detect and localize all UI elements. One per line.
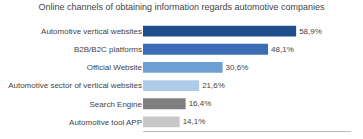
svg-text:Automotive tool APP: Automotive tool APP	[69, 118, 142, 127]
svg-text:Official Website: Official Website	[87, 63, 143, 72]
svg-text:58,9%: 58,9%	[299, 27, 322, 36]
svg-text:Automotive sector of vertical: Automotive sector of vertical websites	[8, 81, 142, 90]
svg-text:B2B/B2C platforms: B2B/B2C platforms	[74, 45, 142, 54]
svg-text:14,1%: 14,1%	[183, 117, 206, 126]
svg-text:16,4%: 16,4%	[189, 99, 212, 108]
svg-text:Online channels of obtaining i: Online channels of obtaining information…	[38, 2, 325, 12]
svg-text:Search Engine: Search Engine	[90, 100, 143, 109]
svg-text:30,6%: 30,6%	[226, 63, 249, 72]
svg-text:21,6%: 21,6%	[202, 81, 225, 90]
svg-text:48,1%: 48,1%	[271, 45, 294, 54]
svg-text:Automotive vertical websites: Automotive vertical websites	[41, 27, 142, 36]
